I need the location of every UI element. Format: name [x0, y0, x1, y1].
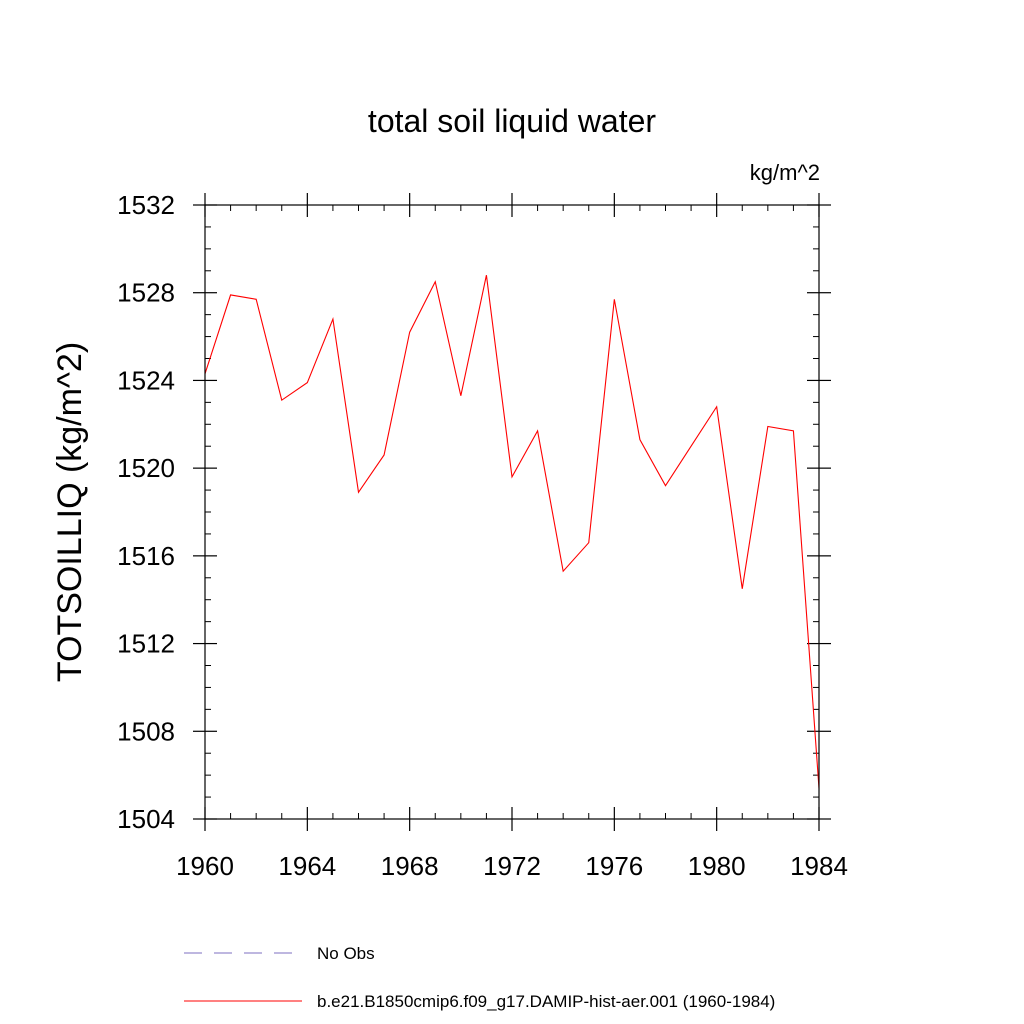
y-tick-label: 1516	[117, 541, 175, 571]
legend-label-1: No Obs	[317, 944, 375, 963]
x-tick-label: 1960	[176, 851, 234, 881]
y-tick-label: 1524	[117, 365, 175, 395]
x-tick-label: 1972	[483, 851, 541, 881]
chart-title: total soil liquid water	[368, 103, 656, 139]
x-tick-label: 1976	[585, 851, 643, 881]
plot-frame	[204, 204, 820, 820]
y-tick-label: 1532	[117, 190, 175, 220]
y-tick-label: 1512	[117, 629, 175, 659]
legend-label-0: b.e21.B1850cmip6.f09_g17.DAMIP-hist-aer.…	[317, 992, 775, 1011]
y-tick-label: 1520	[117, 453, 175, 483]
y-tick-label: 1528	[117, 278, 175, 308]
series-line-0	[204, 275, 820, 789]
legend: No Obs b.e21.B1850cmip6.f09_g17.DAMIP-his…	[184, 944, 775, 1011]
x-tick-label: 1980	[688, 851, 746, 881]
y-tick-labels: 1504 1508 1512 1516 1520 1524 1528 1532	[117, 190, 175, 834]
units-label: kg/m^2	[750, 160, 820, 185]
x-tick-label: 1984	[790, 851, 848, 881]
x-tick-labels: 1960 1964 1968 1972 1976 1980 1984	[176, 851, 848, 881]
y-tick-label: 1504	[117, 804, 175, 834]
axis-ticks	[193, 193, 831, 831]
series-lines	[204, 275, 820, 789]
x-tick-label: 1968	[381, 851, 439, 881]
y-tick-label: 1508	[117, 716, 175, 746]
x-tick-label: 1964	[278, 851, 336, 881]
y-axis-label: TOTSOILLIQ (kg/m^2)	[51, 342, 89, 682]
